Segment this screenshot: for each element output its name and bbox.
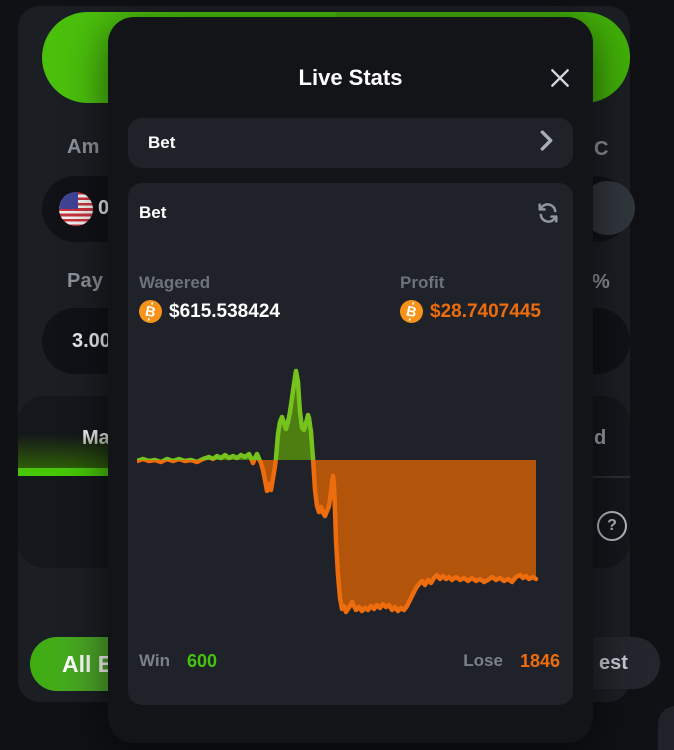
wagered-label: Wagered [139,273,211,292]
svg-text:B: B [405,302,418,320]
bitcoin-icon: B [139,300,162,323]
tab-divider [560,476,630,478]
win-count: 600 [187,650,218,671]
wagered-value: $615.538424 [169,300,280,322]
percent-label-fragment: % [592,271,610,293]
newest-label: est [599,651,628,674]
lose-count: 1846 [519,650,560,671]
bet-stats-card: Bet Wagered B [128,183,573,705]
live-stats-chart [137,353,563,640]
help-icon[interactable]: ? [597,511,627,541]
lose-label: Lose [463,651,503,670]
bottom-right-card [658,706,674,750]
amount-label-fragment: Am [67,136,100,158]
refresh-icon[interactable] [536,201,560,225]
close-icon[interactable] [549,67,571,89]
active-tab-underline [18,468,130,476]
profit-label: Profit [400,273,445,292]
svg-text:B: B [144,302,157,320]
payout-value-fragment: 3.00 [72,330,111,352]
bitcoin-icon: B [400,300,423,323]
modal-title: Live Stats [298,65,403,90]
live-stats-modal: Live Stats Bet Bet Wagered [108,17,593,743]
win-label: Win [139,651,171,670]
tab-advanced-fragment[interactable]: d [594,427,607,449]
bet-selector-label: Bet [148,133,176,152]
amount-value-fragment: 0 [98,197,110,219]
profit-stat: Profit B $28.7407445 [400,273,541,323]
stats-card-title: Bet [139,203,167,222]
payout-label-fragment: Pay [67,270,104,292]
wagered-stat: Wagered B $615.538424 [139,273,280,323]
currency-label-fragment: C [594,138,609,160]
profit-value: $28.7407445 [430,300,541,322]
win-lose-footer: Win 600 Lose 1846 [139,649,560,673]
chevron-right-icon [540,130,553,156]
bet-selector[interactable]: Bet [128,118,573,168]
us-flag-icon [59,192,93,226]
